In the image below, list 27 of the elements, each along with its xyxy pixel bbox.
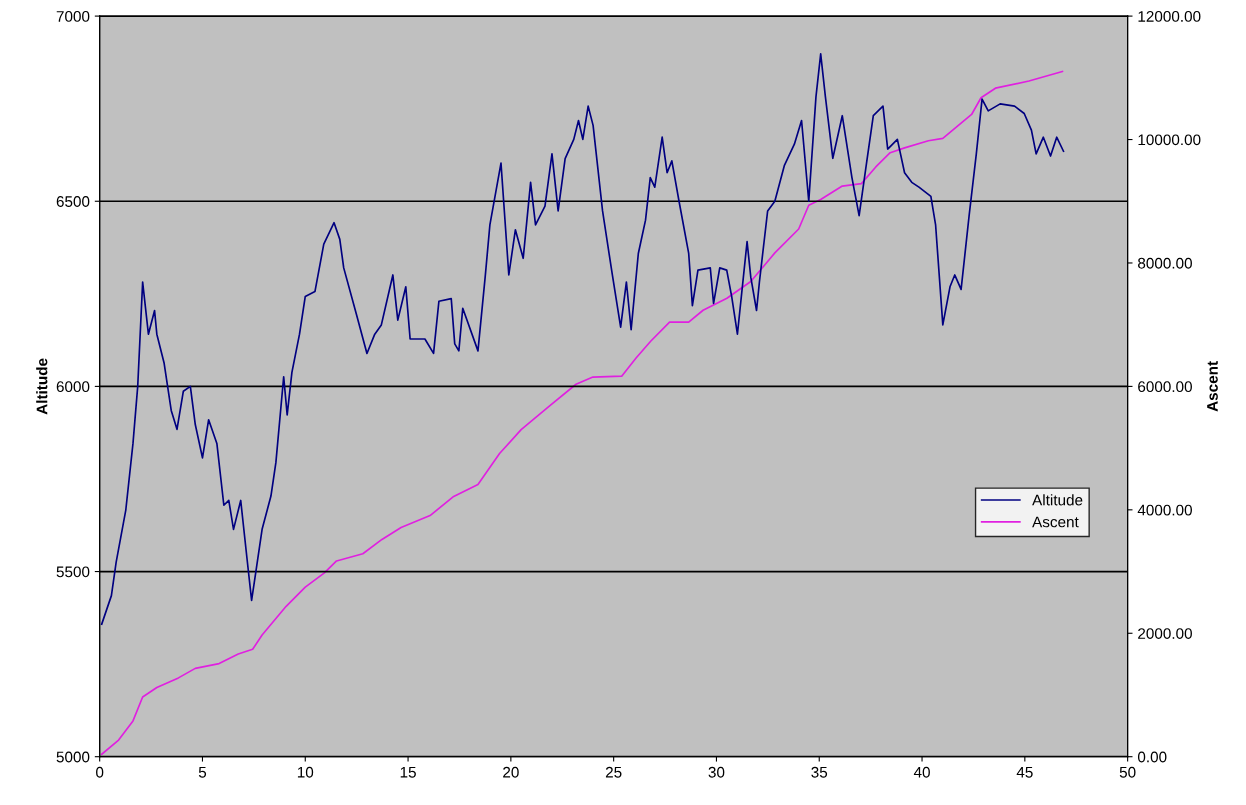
y2-tick-label: 4000.00 <box>1137 504 1192 516</box>
legend-label: Altitude <box>1032 494 1083 506</box>
y-tick-label: 5000 <box>56 751 90 763</box>
y2-tick-label: 2000.00 <box>1138 628 1192 639</box>
y-axis-title: Altitude <box>36 358 48 415</box>
y-tick-label: 7000 <box>56 10 90 22</box>
y-tick-label: 6000 <box>56 381 90 393</box>
y2-tick-label: 8000.00 <box>1138 257 1192 269</box>
x-tick-label: 0 <box>96 766 104 778</box>
x-tick-label: 40 <box>913 766 930 778</box>
x-tick-label: 25 <box>605 766 622 778</box>
y2-tick-label: 0.00 <box>1137 751 1167 763</box>
x-tick-label: 20 <box>503 766 519 778</box>
x-tick-label: 30 <box>708 766 725 778</box>
x-tick-label: 50 <box>1119 766 1136 778</box>
y2-tick-label: 10000.00 <box>1138 134 1201 146</box>
y-tick-label: 6500 <box>56 196 90 207</box>
x-tick-label: 5 <box>198 766 207 778</box>
legend-label: Ascent <box>1032 516 1079 528</box>
x-tick-label: 10 <box>297 766 314 778</box>
y-tick-label: 5500 <box>56 566 90 578</box>
x-tick-label: 15 <box>400 766 416 778</box>
y2-tick-label: 6000.00 <box>1138 381 1192 393</box>
x-tick-label: 35 <box>811 766 828 778</box>
y2-tick-label: 12000.00 <box>1138 10 1201 22</box>
x-tick-label: 45 <box>1016 766 1033 778</box>
y2-axis-title: Ascent <box>1207 361 1218 412</box>
